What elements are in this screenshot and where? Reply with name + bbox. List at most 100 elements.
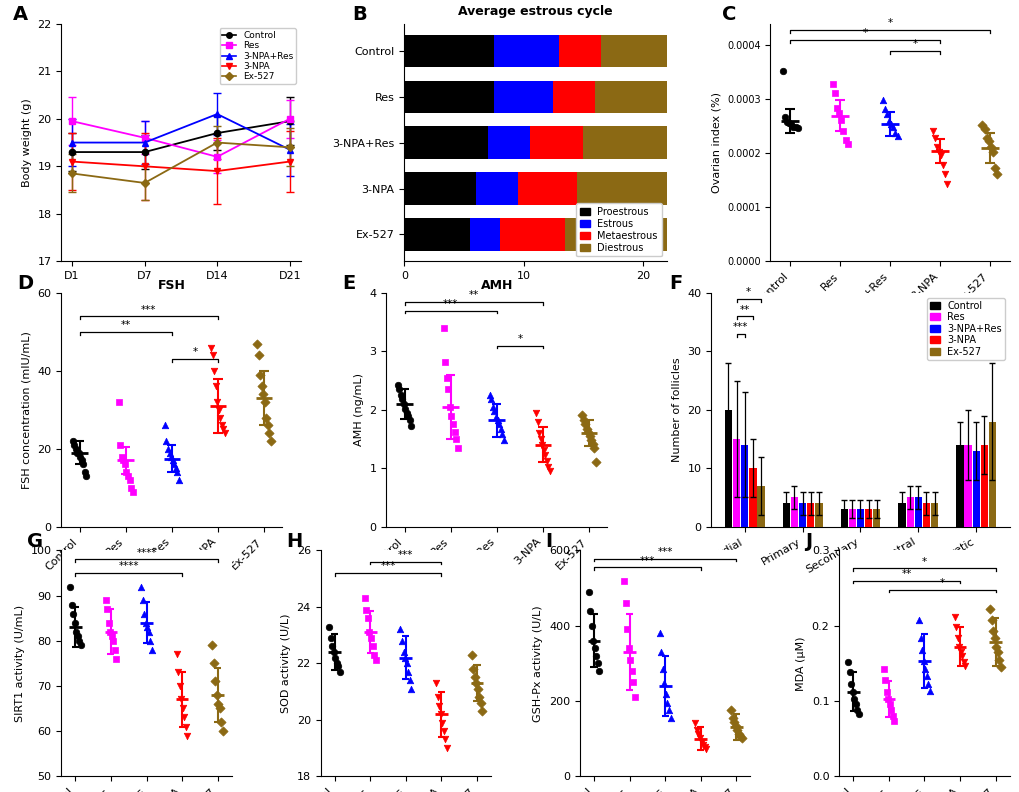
Point (358, 604, 374, 616)
Title: Average estrous cycle: Average estrous cycle (458, 6, 612, 18)
Point (534, 439, 550, 451)
Point (327, 651, 343, 664)
Bar (756, 485, 764, 527)
Point (364, 640, 380, 653)
Point (582, 604, 598, 617)
Text: *: * (193, 348, 198, 357)
Point (529, 415, 545, 428)
Point (63, 598, 79, 611)
Point (468, 676, 484, 689)
Point (773, 64, 790, 77)
Point (204, 639, 220, 652)
Point (398, 406, 415, 419)
Bar (971, 451, 979, 527)
Point (876, 673, 893, 686)
Point (260, 419, 276, 432)
Bar (964, 445, 971, 527)
Point (581, 430, 597, 443)
Point (321, 620, 337, 633)
Point (67, 443, 84, 455)
Text: C: C (721, 5, 736, 24)
Point (574, 408, 590, 421)
Point (110, 396, 126, 409)
Point (949, 632, 965, 645)
Bar (487, 127, 529, 158)
Point (443, 409, 460, 422)
Point (946, 611, 962, 623)
Point (64, 435, 81, 447)
Point (396, 651, 413, 664)
Bar (553, 81, 594, 112)
Point (828, 101, 845, 114)
Point (950, 641, 966, 653)
Point (440, 383, 457, 396)
Point (390, 383, 407, 396)
Point (76, 466, 93, 478)
Text: A: A (13, 5, 29, 24)
Point (889, 130, 905, 143)
Point (948, 621, 964, 634)
Point (444, 418, 461, 431)
Point (842, 678, 858, 691)
Point (69, 447, 86, 459)
Legend: Proestrous, Estrous, Metaestrous, Diestrous: Proestrous, Estrous, Metaestrous, Diestr… (576, 203, 661, 257)
Y-axis label: AMH (ng/mL): AMH (ng/mL) (354, 373, 364, 447)
Point (401, 674, 418, 687)
Point (132, 581, 149, 593)
Point (392, 623, 409, 636)
Point (206, 657, 222, 669)
Point (166, 458, 182, 470)
Bar (476, 173, 517, 204)
Point (586, 441, 602, 454)
Point (441, 401, 458, 413)
Point (428, 676, 444, 689)
Point (213, 419, 229, 432)
Point (722, 704, 739, 717)
Text: *: * (862, 28, 867, 38)
Point (727, 720, 743, 733)
Point (589, 657, 605, 669)
Text: *: * (746, 287, 751, 297)
Point (776, 111, 793, 124)
Point (71, 634, 88, 647)
Point (883, 710, 900, 722)
Point (69, 630, 86, 642)
Point (495, 434, 512, 447)
Point (527, 406, 543, 419)
Point (324, 640, 340, 653)
Point (839, 656, 855, 668)
Point (726, 716, 742, 729)
Point (210, 403, 226, 417)
Point (366, 649, 382, 661)
Bar (898, 504, 905, 527)
Point (877, 109, 894, 121)
Point (160, 443, 176, 455)
Point (389, 379, 406, 392)
Text: ***: *** (397, 550, 413, 560)
Point (830, 106, 847, 119)
Point (585, 634, 601, 647)
Point (916, 662, 932, 675)
Point (429, 691, 445, 703)
Point (139, 621, 155, 634)
Text: I: I (545, 532, 552, 551)
Point (465, 663, 481, 676)
Point (161, 447, 177, 459)
Point (115, 454, 131, 466)
Text: H: H (286, 532, 303, 551)
Point (848, 703, 864, 716)
Bar (848, 509, 855, 527)
Point (116, 458, 132, 470)
Text: **: ** (468, 290, 478, 300)
Point (880, 115, 897, 128)
Bar (600, 35, 666, 67)
Point (580, 426, 596, 439)
Point (255, 388, 271, 401)
Point (986, 162, 1003, 175)
Text: B: B (352, 5, 366, 24)
Point (877, 686, 894, 699)
Point (835, 124, 851, 137)
Point (620, 642, 636, 654)
Point (540, 461, 556, 474)
Point (68, 626, 85, 638)
